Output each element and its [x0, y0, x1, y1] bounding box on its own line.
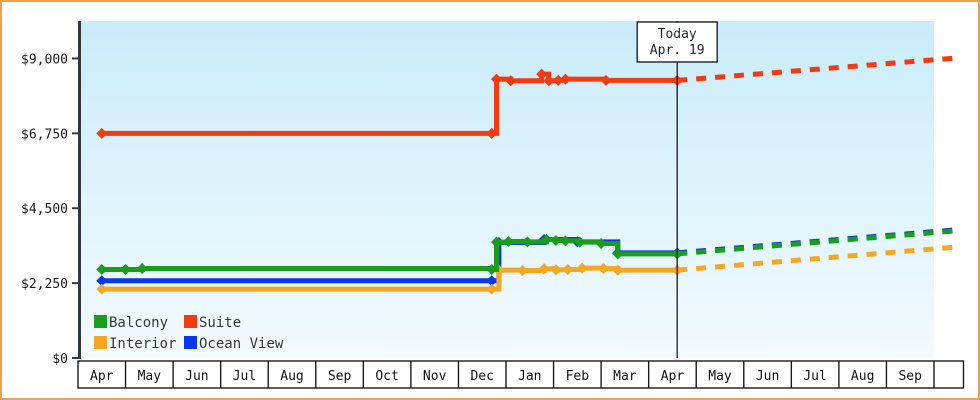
series-balcony-point[interactable]: [521, 236, 533, 248]
legend-item-suite[interactable]: Suite: [184, 315, 241, 331]
legend-label-ocean-view: Ocean View: [199, 336, 284, 352]
series-suite-point[interactable]: [490, 73, 502, 85]
series-interior-point[interactable]: [550, 264, 562, 276]
series-suite-point[interactable]: [543, 75, 555, 87]
today-label-line2: Apr. 19: [650, 43, 705, 58]
y-axis-tick-label: $6,750: [21, 127, 68, 142]
series-balcony-point[interactable]: [490, 236, 502, 248]
series-balcony-point[interactable]: [559, 235, 571, 247]
month-label-sep-5[interactable]: Sep: [328, 369, 352, 384]
y-axis-tick-label: $0: [52, 352, 68, 367]
legend-swatch-suite: [184, 315, 197, 328]
month-label-may-13[interactable]: May: [708, 369, 732, 384]
chart-legend: Balcony Suite Interior Ocean View: [94, 315, 284, 352]
month-label-jan-9[interactable]: Jan: [518, 369, 541, 384]
today-label-box: [636, 21, 718, 63]
plot-background: [78, 21, 934, 358]
legend-item-interior[interactable]: Interior: [94, 336, 176, 352]
month-label-jul-3[interactable]: Jul: [233, 369, 256, 384]
series-interior-point[interactable]: [562, 263, 574, 275]
series-balcony-point[interactable]: [574, 236, 586, 248]
series-balcony-forecast-line: [676, 228, 956, 257]
series-suite-line: [101, 71, 678, 136]
month-bar-background: [77, 360, 965, 389]
series-suite: [96, 55, 956, 139]
series-interior-point[interactable]: [576, 262, 588, 274]
month-label-apr-0[interactable]: Apr: [90, 369, 114, 384]
series-interior-point[interactable]: [96, 283, 108, 295]
series-suite-point[interactable]: [536, 68, 548, 80]
series-balcony-point[interactable]: [486, 263, 498, 275]
series-balcony: [96, 228, 956, 275]
series-interior-forecast-line: [676, 244, 956, 273]
legend-label-balcony: Balcony: [109, 315, 168, 331]
series-interior-point[interactable]: [517, 264, 529, 276]
month-label-jun-14[interactable]: Jun: [756, 369, 779, 384]
series-balcony-point[interactable]: [136, 262, 148, 274]
month-axis-bar: Apr May Jun Jul Aug Sep Oct Nov Dec Jan Feb Mar Apr M…: [77, 360, 965, 389]
series-suite-point[interactable]: [559, 73, 571, 85]
month-label-dec-8[interactable]: Dec: [470, 369, 493, 384]
legend-item-balcony[interactable]: Balcony: [94, 315, 168, 331]
month-label-sep-17[interactable]: Sep: [898, 369, 922, 384]
series-ocean-view-point[interactable]: [96, 275, 108, 287]
series-balcony-point[interactable]: [550, 235, 562, 247]
month-label-jul-15[interactable]: Jul: [803, 369, 826, 384]
month-label-nov-7[interactable]: Nov: [423, 369, 447, 384]
y-axis-labels: $0 $2,250 $4,500 $6,750 $9,000: [21, 52, 68, 367]
legend-swatch-ocean-view: [184, 336, 197, 349]
legend-label-interior: Interior: [109, 336, 176, 352]
series-balcony-point[interactable]: [612, 248, 624, 260]
series-balcony-point[interactable]: [120, 263, 132, 275]
y-axis-tick-label: $2,250: [21, 277, 68, 292]
series-suite-point[interactable]: [96, 127, 108, 139]
series-interior-point[interactable]: [597, 262, 609, 274]
series-balcony-point[interactable]: [96, 263, 108, 275]
series-suite-point[interactable]: [486, 127, 498, 139]
month-label-aug-4[interactable]: Aug: [280, 369, 303, 384]
series-suite-forecast-line: [677, 55, 956, 83]
month-label-mar-11[interactable]: Mar: [613, 369, 637, 384]
series-ocean-view-point[interactable]: [486, 275, 498, 287]
y-axis-tick-label: $4,500: [21, 202, 68, 217]
legend-swatch-interior: [94, 336, 107, 349]
series-balcony-point[interactable]: [502, 236, 514, 248]
legend-item-ocean-view[interactable]: Ocean View: [184, 336, 284, 352]
series-interior-point[interactable]: [486, 283, 498, 295]
series-suite-point[interactable]: [505, 75, 517, 87]
series-interior-point[interactable]: [612, 264, 624, 276]
legend-label-suite: Suite: [199, 315, 241, 331]
series-balcony-point[interactable]: [595, 238, 607, 250]
month-label-jun-2[interactable]: Jun: [185, 369, 208, 384]
y-axis-tick-label: $9,000: [21, 52, 68, 67]
month-label-aug-16[interactable]: Aug: [851, 369, 874, 384]
month-label-feb-10[interactable]: Feb: [566, 369, 590, 384]
series-balcony-point[interactable]: [540, 234, 552, 246]
series-suite-point[interactable]: [552, 74, 564, 86]
legend-swatch-balcony: [94, 315, 107, 328]
month-label-may-1[interactable]: May: [138, 369, 162, 384]
today-label-line1: Today: [658, 27, 697, 42]
series-layer: [96, 55, 956, 295]
series-interior-point[interactable]: [538, 263, 550, 275]
month-label-apr-12[interactable]: Apr: [661, 369, 685, 384]
series-suite-point[interactable]: [600, 74, 612, 86]
month-label-oct-6[interactable]: Oct: [375, 369, 398, 384]
